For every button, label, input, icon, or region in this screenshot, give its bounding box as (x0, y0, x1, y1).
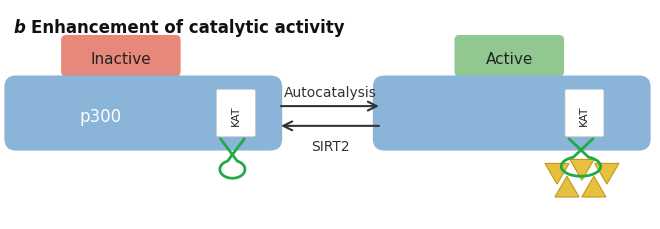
Text: KAT: KAT (230, 105, 240, 126)
Text: Inactive: Inactive (90, 52, 151, 67)
Polygon shape (555, 177, 579, 197)
Text: Enhancement of catalytic activity: Enhancement of catalytic activity (31, 19, 345, 37)
FancyBboxPatch shape (216, 90, 255, 137)
FancyBboxPatch shape (373, 76, 651, 151)
Text: KAT: KAT (579, 105, 589, 126)
FancyBboxPatch shape (61, 36, 181, 77)
Polygon shape (570, 160, 594, 180)
Text: p300: p300 (80, 107, 122, 125)
FancyBboxPatch shape (565, 90, 604, 137)
Text: Active: Active (486, 52, 533, 67)
Polygon shape (582, 177, 606, 197)
Text: Autocatalysis: Autocatalysis (284, 86, 376, 100)
FancyBboxPatch shape (455, 36, 564, 77)
Polygon shape (545, 164, 569, 184)
Text: b: b (13, 19, 25, 37)
Text: SIRT2: SIRT2 (311, 139, 349, 153)
Polygon shape (595, 164, 619, 184)
FancyBboxPatch shape (5, 76, 282, 151)
